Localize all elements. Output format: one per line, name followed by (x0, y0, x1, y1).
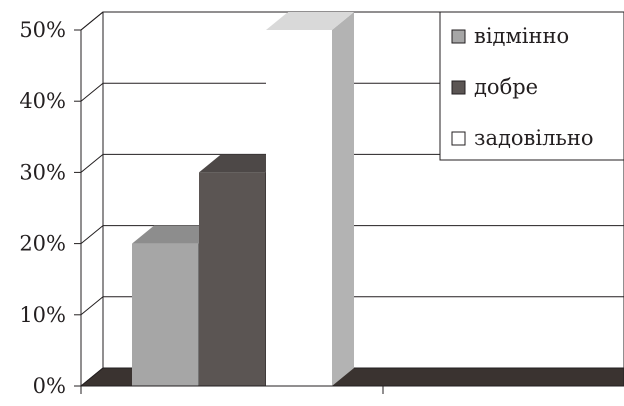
y-tick-label: 50% (19, 18, 66, 42)
side-gridline (80, 11, 104, 31)
legend-swatch (451, 80, 466, 95)
legend-label: відмінно (474, 24, 569, 48)
y-tick-label: 40% (19, 89, 66, 113)
legend-box (439, 11, 624, 161)
bar-top (199, 154, 287, 173)
legend-swatch (451, 131, 466, 146)
y-tick-label: 10% (19, 303, 66, 327)
bar-top (266, 12, 354, 30)
legend: відмінно добре задовільно (439, 11, 624, 161)
bar-top (132, 225, 220, 244)
legend-label: добре (474, 75, 538, 99)
bar-front (199, 172, 265, 386)
side-gridline (80, 296, 104, 316)
side-gridline (80, 225, 104, 244)
axes (80, 30, 624, 394)
bar-side (332, 12, 354, 386)
y-tick-label: 20% (19, 232, 66, 256)
y-tick-labels: 0% 10% 20% 30% 40% 50% (19, 18, 81, 398)
legend-swatch (451, 29, 466, 44)
y-tick-label: 30% (19, 160, 66, 184)
bars (132, 12, 354, 386)
bar-front (266, 30, 332, 386)
side-gridline (80, 154, 104, 173)
bar (266, 12, 354, 386)
side-gridline (80, 82, 104, 102)
legend-label: задовільно (474, 126, 594, 150)
y-tick-label: 0% (33, 374, 66, 398)
bar-front (132, 243, 198, 386)
